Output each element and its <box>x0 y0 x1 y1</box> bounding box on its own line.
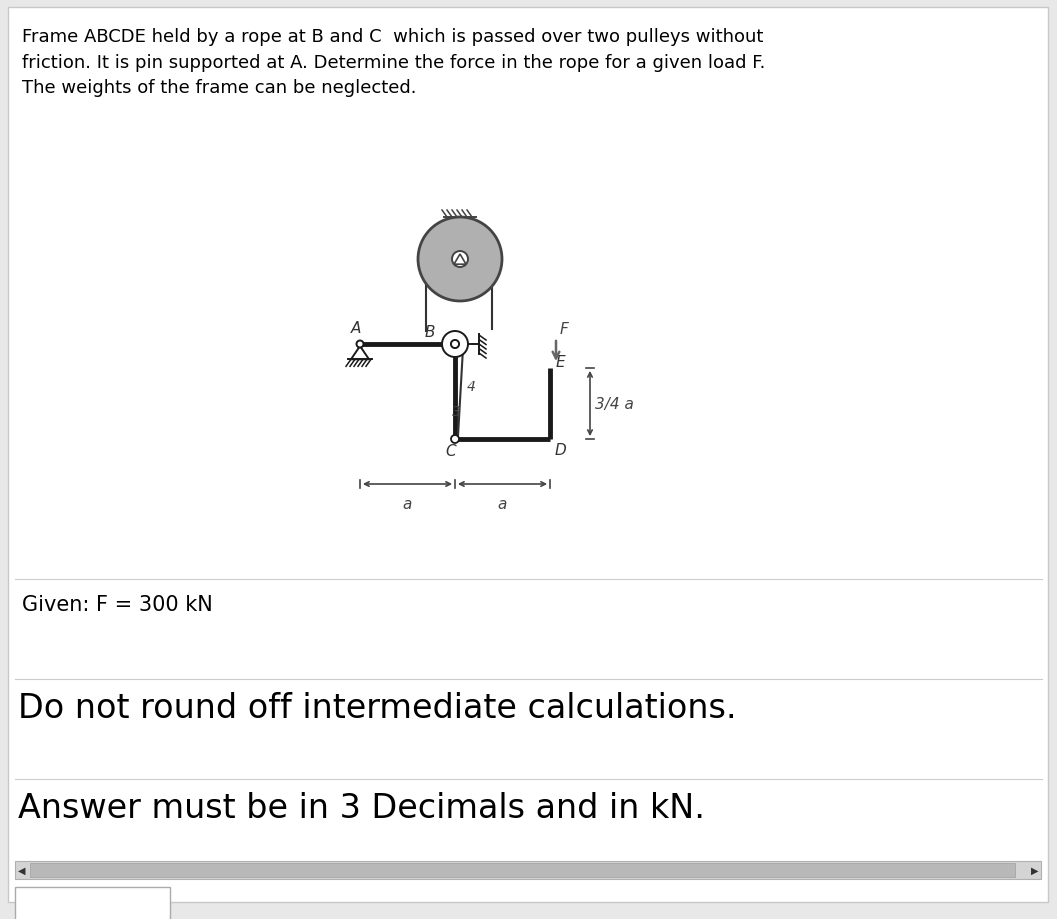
Circle shape <box>451 436 459 444</box>
Bar <box>30 863 1015 877</box>
Circle shape <box>356 341 364 348</box>
Text: Frame ABCDE held by a rope at B and C  which is passed over two pulleys without
: Frame ABCDE held by a rope at B and C wh… <box>22 28 765 97</box>
Text: 4: 4 <box>466 380 476 393</box>
Bar <box>15 861 1041 879</box>
Text: Answer must be in 3 Decimals and in kN.: Answer must be in 3 Decimals and in kN. <box>18 791 705 824</box>
Text: F: F <box>560 322 569 336</box>
Circle shape <box>451 341 459 348</box>
Circle shape <box>451 341 459 348</box>
Text: ◀: ◀ <box>18 865 25 875</box>
Text: C: C <box>446 444 457 459</box>
Polygon shape <box>455 255 466 265</box>
Circle shape <box>452 252 468 267</box>
Bar <box>15 887 170 919</box>
Text: ▶: ▶ <box>1031 865 1038 875</box>
Text: A: A <box>351 321 361 335</box>
Polygon shape <box>351 346 369 360</box>
Text: Given: F = 300 kN: Given: F = 300 kN <box>22 595 212 614</box>
Text: B: B <box>425 324 435 340</box>
Text: D: D <box>555 443 567 458</box>
Circle shape <box>442 332 468 357</box>
Text: 3: 3 <box>452 404 461 418</box>
Text: a: a <box>403 496 412 512</box>
Text: a: a <box>498 496 507 512</box>
Circle shape <box>418 218 502 301</box>
Text: E: E <box>556 355 565 369</box>
Text: Do not round off intermediate calculations.: Do not round off intermediate calculatio… <box>18 691 737 724</box>
Text: 3/4 a: 3/4 a <box>595 397 634 412</box>
